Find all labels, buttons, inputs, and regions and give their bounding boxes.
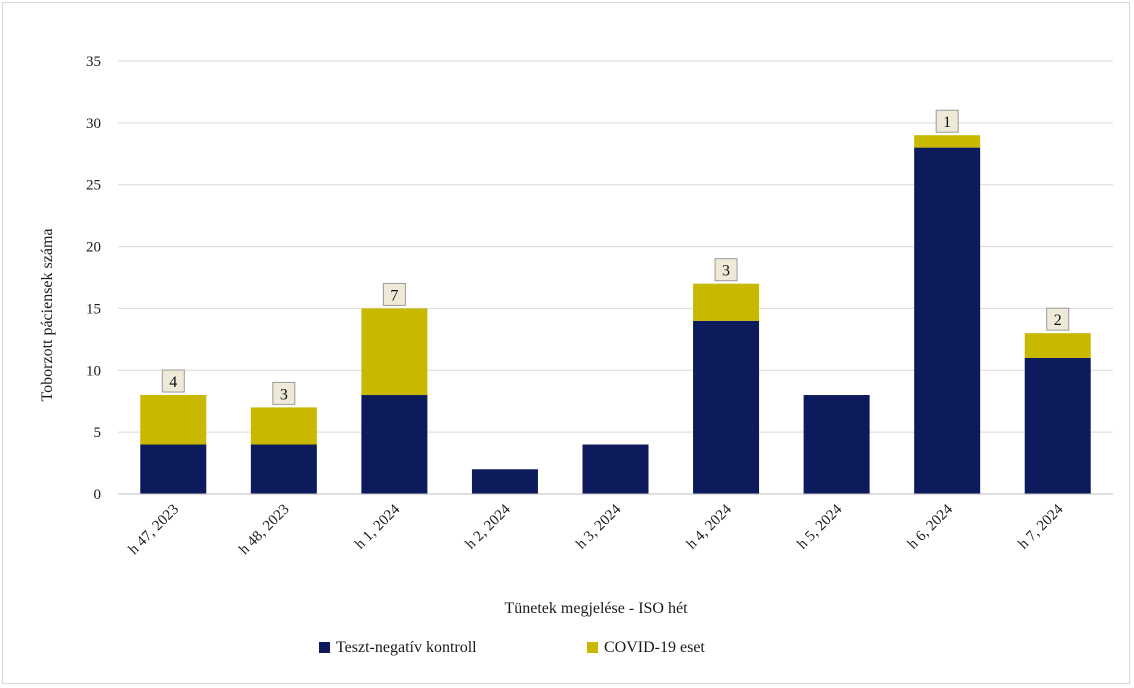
x-tick-label: h 3, 2024: [573, 501, 624, 552]
data-label-0: 4: [169, 374, 177, 391]
data-label-2: 7: [390, 287, 398, 304]
data-labels: 4 3 7 3 1 2: [161, 109, 1070, 405]
bar-covid-1: [250, 407, 317, 445]
data-label-box-7: [935, 109, 959, 133]
data-label-box-5: [714, 258, 738, 282]
y-tick-label: 35: [86, 54, 101, 70]
y-tick-label: 0: [94, 487, 102, 503]
x-tick-label: h 5, 2024: [794, 501, 845, 552]
x-tick-label: h 6, 2024: [905, 501, 956, 552]
bars: [140, 135, 1091, 494]
x-tick-label: h 2, 2024: [463, 501, 514, 552]
bar-control-1: [250, 444, 317, 494]
y-axis-title: Toborzott páciensek száma: [39, 228, 56, 401]
bar-covid-7: [914, 135, 981, 148]
bar-covid-0: [140, 395, 207, 445]
bar-control-5: [693, 320, 760, 494]
x-tick-label: h 48, 2023: [236, 502, 292, 558]
data-label-1: 3: [280, 386, 288, 403]
y-tick-label: 5: [94, 425, 102, 441]
data-label-box-1: [272, 381, 296, 405]
data-label-8: 2: [1054, 312, 1062, 329]
data-label-box-2: [382, 282, 406, 306]
bar-control-6: [803, 395, 870, 494]
bar-covid-2: [361, 308, 428, 396]
x-tick-label: h 4, 2024: [684, 501, 735, 552]
legend-label-control: Teszt-negatív kontroll: [336, 639, 477, 656]
bar-control-3: [471, 469, 538, 494]
y-tick-label: 10: [86, 363, 101, 379]
y-tick-label: 25: [86, 178, 101, 194]
legend-swatch-control: [319, 642, 330, 653]
y-tick-label: 20: [86, 240, 101, 256]
data-label-7: 1: [943, 114, 951, 131]
legend-swatch-covid: [587, 642, 598, 653]
bar-control-0: [140, 444, 207, 494]
data-label-5: 3: [722, 263, 730, 280]
legend-label-covid: COVID-19 eset: [604, 639, 705, 656]
bar-covid-5: [693, 283, 760, 321]
x-axis-title: Tünetek megjelése - ISO hét: [504, 600, 688, 617]
y-tick-label: 30: [86, 116, 101, 132]
x-tick-label: h 47, 2023: [126, 502, 182, 558]
x-tick-label: h 1, 2024: [352, 501, 403, 552]
legend: Teszt-negatív kontroll COVID-19 eset: [319, 639, 705, 656]
x-tick-label: h 7, 2024: [1015, 501, 1066, 552]
data-label-box-8: [1046, 307, 1070, 331]
y-tick-label: 15: [86, 301, 101, 317]
bar-control-8: [1024, 357, 1091, 494]
bar-covid-8: [1024, 333, 1091, 358]
y-axis-ticks: 0 5 10 15 20 25 30 35: [86, 54, 101, 503]
bar-control-2: [361, 395, 428, 494]
x-axis-ticks: h 47, 2023 h 48, 2023 h 1, 2024 h 2, 2024 h …: [126, 501, 1067, 558]
bar-control-4: [582, 444, 649, 494]
bar-control-7: [914, 147, 981, 494]
data-label-box-0: [161, 369, 185, 393]
